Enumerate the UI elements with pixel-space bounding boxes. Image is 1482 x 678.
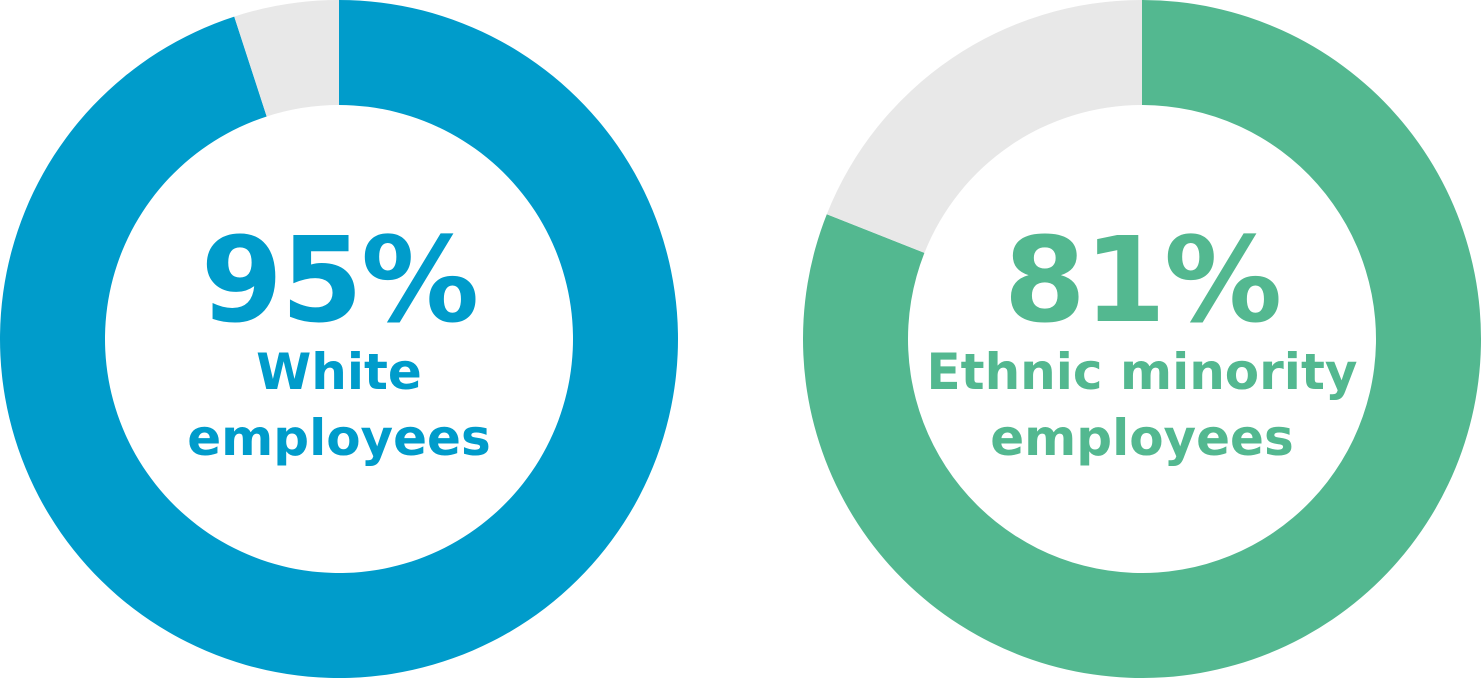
percentage-value: 95%: [200, 211, 479, 349]
donut-slice-remainder: [234, 0, 339, 117]
donut-center-text: 95% White employees: [0, 0, 678, 678]
donut-slice-value: [0, 0, 678, 678]
donut-ring: [803, 0, 1481, 678]
percentage-value: 81%: [1003, 211, 1282, 349]
donut-slice-remainder: [826, 0, 1142, 253]
label-line-1: White: [256, 343, 422, 401]
donut-chart-white: 95% White employees: [0, 0, 678, 678]
label-line-1: Ethnic minority: [926, 343, 1358, 401]
donut-ring: [0, 0, 678, 678]
donut-slice-value: [803, 0, 1481, 678]
label-line-2: employees: [187, 409, 491, 467]
label-line-2: employees: [990, 409, 1294, 467]
donut-chart-ethnic-minority: 81% Ethnic minority employees: [803, 0, 1481, 678]
donut-center-text: 81% Ethnic minority employees: [803, 0, 1481, 678]
